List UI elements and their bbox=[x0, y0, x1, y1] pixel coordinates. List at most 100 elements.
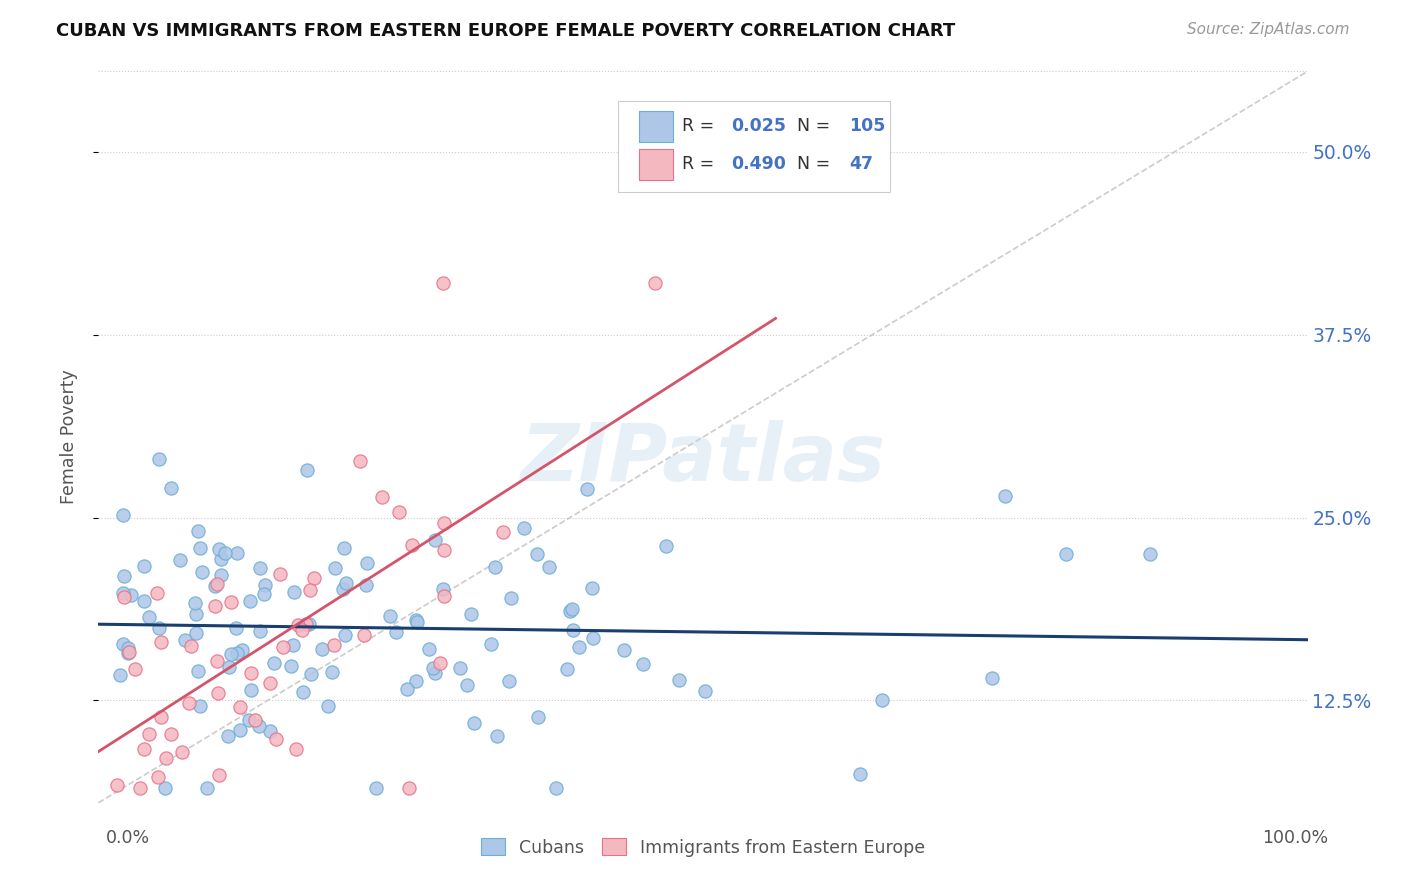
Point bbox=[112, 590, 135, 604]
Point bbox=[219, 647, 242, 661]
Point bbox=[214, 546, 236, 560]
Point bbox=[184, 596, 207, 610]
Point bbox=[153, 781, 176, 796]
Point bbox=[299, 666, 322, 681]
Point bbox=[238, 714, 260, 728]
Point bbox=[613, 643, 636, 657]
Point bbox=[401, 539, 423, 553]
Point bbox=[226, 546, 249, 560]
Text: 0.0%: 0.0% bbox=[105, 829, 149, 847]
Point bbox=[148, 621, 170, 635]
Point bbox=[870, 692, 893, 706]
Point bbox=[492, 524, 515, 539]
Point bbox=[512, 521, 534, 535]
Point bbox=[204, 599, 226, 613]
Point bbox=[406, 615, 429, 630]
Point bbox=[105, 778, 128, 792]
Point bbox=[259, 676, 281, 690]
Point bbox=[209, 552, 232, 566]
Point bbox=[253, 578, 276, 592]
Point bbox=[187, 665, 209, 679]
Point bbox=[118, 645, 141, 659]
Point bbox=[429, 657, 451, 671]
Point bbox=[323, 561, 346, 575]
Point bbox=[184, 607, 207, 621]
Point bbox=[146, 586, 169, 600]
Point bbox=[349, 454, 371, 468]
Point bbox=[243, 713, 266, 727]
Bar bbox=[638, 149, 673, 179]
Point bbox=[134, 742, 156, 756]
Point bbox=[120, 588, 142, 602]
Point bbox=[302, 571, 325, 585]
Point bbox=[486, 729, 509, 743]
Point bbox=[432, 277, 454, 291]
Point bbox=[225, 621, 247, 635]
Point bbox=[155, 751, 177, 765]
Point bbox=[405, 613, 427, 627]
Point bbox=[204, 579, 226, 593]
Point bbox=[378, 609, 401, 624]
Point bbox=[138, 609, 160, 624]
Point bbox=[150, 710, 173, 724]
Point bbox=[356, 578, 378, 592]
Point bbox=[335, 575, 357, 590]
Point bbox=[558, 604, 581, 618]
Point bbox=[353, 627, 375, 641]
Bar bbox=[638, 111, 673, 142]
Point bbox=[484, 560, 506, 574]
Point bbox=[537, 560, 560, 574]
Point bbox=[546, 781, 568, 796]
Point bbox=[980, 671, 1002, 685]
Point bbox=[418, 641, 440, 656]
Text: CUBAN VS IMMIGRANTS FROM EASTERN EUROPE FEMALE POVERTY CORRELATION CHART: CUBAN VS IMMIGRANTS FROM EASTERN EUROPE … bbox=[56, 22, 956, 40]
Point bbox=[112, 568, 135, 582]
Point bbox=[333, 628, 356, 642]
Point bbox=[384, 624, 406, 639]
Text: ZIPatlas: ZIPatlas bbox=[520, 420, 886, 498]
Point bbox=[138, 727, 160, 741]
Point bbox=[217, 729, 239, 743]
Text: R =: R = bbox=[682, 117, 720, 136]
Point bbox=[150, 635, 173, 649]
Point bbox=[555, 662, 578, 676]
Point bbox=[285, 742, 308, 756]
Point bbox=[298, 616, 321, 631]
Text: 105: 105 bbox=[849, 117, 886, 136]
Point bbox=[323, 638, 346, 652]
Point bbox=[184, 625, 207, 640]
Point bbox=[173, 633, 195, 648]
Point bbox=[527, 710, 550, 724]
Point bbox=[112, 508, 135, 523]
Point bbox=[576, 482, 599, 496]
Text: N =: N = bbox=[797, 155, 837, 173]
Point bbox=[1054, 547, 1077, 561]
Point bbox=[332, 582, 354, 596]
Point bbox=[218, 660, 240, 674]
Text: 0.025: 0.025 bbox=[731, 117, 786, 136]
Point bbox=[332, 541, 354, 555]
Point bbox=[371, 490, 394, 504]
Point bbox=[124, 662, 146, 676]
Point bbox=[994, 489, 1017, 503]
Point bbox=[499, 591, 522, 605]
Text: 47: 47 bbox=[849, 155, 873, 173]
Point bbox=[295, 616, 318, 631]
Point bbox=[225, 646, 247, 660]
Point bbox=[117, 646, 139, 660]
Text: 100.0%: 100.0% bbox=[1263, 829, 1329, 847]
Point bbox=[581, 581, 603, 595]
Text: 0.490: 0.490 bbox=[731, 155, 786, 173]
Point bbox=[433, 543, 456, 558]
Point bbox=[169, 553, 191, 567]
Point bbox=[311, 641, 333, 656]
Point bbox=[249, 561, 271, 575]
Point bbox=[693, 684, 716, 698]
Point bbox=[239, 594, 262, 608]
Point bbox=[253, 586, 276, 600]
Point bbox=[129, 781, 152, 796]
Point bbox=[180, 639, 202, 653]
Point bbox=[291, 685, 314, 699]
Point bbox=[108, 668, 131, 682]
Point bbox=[191, 566, 214, 580]
